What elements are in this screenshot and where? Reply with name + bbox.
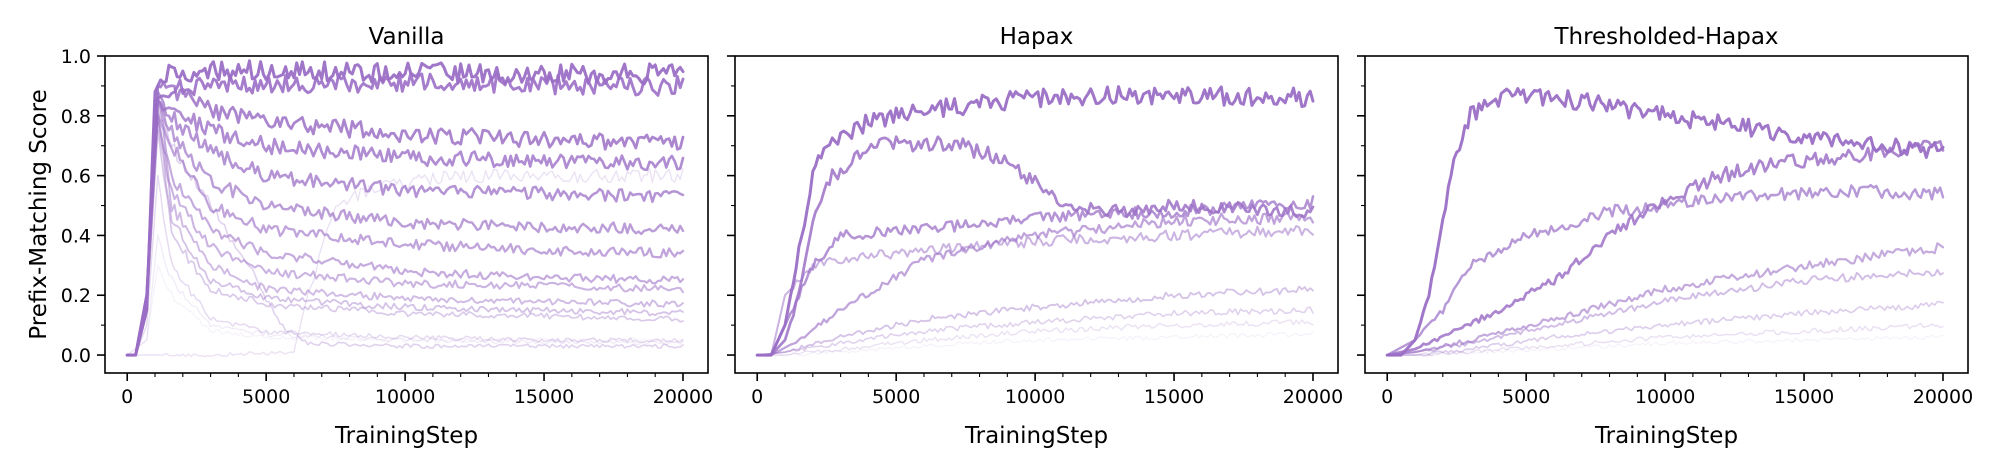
x-axis-label: TrainingStep (1594, 423, 1738, 449)
y-tick-label: 0.2 (61, 285, 91, 307)
series-line-5 (1386, 268, 1944, 357)
series-line-17 (126, 264, 684, 356)
axes-frame (734, 55, 1339, 374)
x-axis-label: TrainingStep (964, 423, 1108, 449)
series-line-4 (125, 99, 685, 357)
series-line-4 (1386, 242, 1945, 357)
y-tick-label: 1.0 (61, 46, 91, 68)
y-axis-label: Prefix-Matching Score (26, 89, 52, 339)
x-tick-label: 10000 (375, 386, 435, 408)
axes-frame (1364, 55, 1969, 374)
series-line-2 (125, 71, 685, 357)
series-line-1 (1385, 87, 1945, 357)
series-line-6 (756, 285, 1314, 357)
series-line-3 (755, 195, 1315, 357)
series-line-14 (126, 174, 684, 356)
series-line-6 (125, 96, 685, 357)
series-line-7 (126, 99, 685, 357)
series-line-11 (126, 120, 684, 357)
panel-2: Hapax 0 5000 10000 15000 20000 TrainingStep (727, 24, 1343, 449)
y-tick-label: 0.6 (61, 166, 91, 188)
series-line-10 (126, 114, 684, 357)
series-group (1385, 87, 1945, 357)
series-line-5 (756, 224, 1315, 357)
series-line-12 (126, 129, 684, 356)
series-line-15 (126, 167, 684, 358)
series-line-1 (125, 59, 685, 357)
series-line-8 (756, 319, 1314, 356)
x-tick-label: 0 (751, 386, 763, 408)
x-tick-label: 20000 (1283, 386, 1343, 408)
series-line-16 (126, 234, 684, 356)
series-line-7 (756, 306, 1314, 356)
x-tick-label: 20000 (1913, 386, 1973, 408)
series-line-9 (756, 331, 1314, 357)
series-line-3 (1385, 183, 1945, 357)
panel-title: Vanilla (369, 24, 445, 50)
series-line-7 (1386, 322, 1944, 357)
panel-title: Thresholded-Hapax (1553, 24, 1778, 50)
series-line-13 (126, 115, 684, 356)
series-line-8 (126, 108, 685, 357)
series-line-1 (755, 85, 1315, 357)
x-tick-label: 10000 (1005, 386, 1065, 408)
series-line-4 (756, 212, 1315, 357)
y-tick-label: 0.8 (61, 106, 91, 128)
series-group (125, 59, 685, 358)
x-tick-label: 15000 (514, 386, 574, 408)
x-tick-label: 0 (121, 386, 133, 408)
series-group (755, 85, 1315, 357)
x-tick-label: 5000 (872, 386, 920, 408)
x-tick-label: 0 (1381, 386, 1393, 408)
x-tick-label: 15000 (1774, 386, 1834, 408)
panel-1: Vanilla 0 5000 10000 15000 20000 0.0 0.2 0.4 0.6 0… (26, 24, 713, 449)
series-line-8 (1386, 334, 1944, 357)
x-tick-label: 5000 (242, 386, 290, 408)
series-line-9 (126, 114, 685, 357)
series-line-3 (125, 80, 685, 357)
y-tick-label: 0.4 (61, 225, 91, 247)
panel-title: Hapax (1000, 24, 1074, 50)
y-tick-label: 0.0 (61, 345, 91, 367)
series-line-6 (1386, 300, 1944, 357)
x-tick-label: 20000 (653, 386, 713, 408)
series-line-5 (125, 90, 685, 357)
x-tick-label: 15000 (1144, 386, 1204, 408)
panel-3: Thresholded-Hapax 0 5000 10000 15000 20000 Tra… (1357, 24, 1973, 449)
x-tick-label: 10000 (1635, 386, 1695, 408)
x-tick-label: 5000 (1502, 386, 1550, 408)
axes-frame (104, 55, 709, 374)
series-line-2 (1385, 139, 1945, 357)
x-axis-label: TrainingStep (334, 423, 478, 449)
